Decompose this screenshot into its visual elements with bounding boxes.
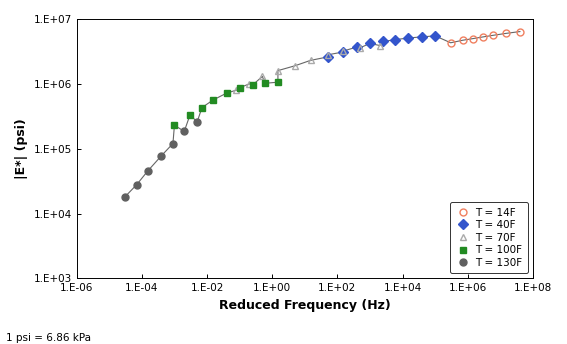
Legend: T = 14F, T = 40F, T = 70F, T = 100F, T = 130F: T = 14F, T = 40F, T = 70F, T = 100F, T =…	[450, 202, 528, 273]
T = 100F	[274, 80, 281, 84]
T = 130F	[181, 129, 188, 133]
T = 14F	[490, 33, 497, 37]
T = 40F	[324, 55, 331, 59]
T = 14F	[480, 35, 486, 39]
T = 130F	[133, 182, 140, 186]
T = 100F	[249, 83, 256, 87]
T = 14F	[459, 38, 466, 42]
T = 40F	[419, 35, 426, 39]
Line: T = 100F: T = 100F	[171, 79, 281, 129]
Line: T = 70F: T = 70F	[233, 42, 383, 94]
Line: T = 40F: T = 40F	[324, 32, 439, 61]
T = 70F	[246, 82, 253, 86]
T = 40F	[340, 50, 346, 54]
T = 100F	[171, 123, 178, 127]
T = 100F	[209, 98, 216, 102]
T = 130F	[144, 169, 151, 173]
T = 100F	[187, 113, 193, 117]
Line: T = 130F: T = 130F	[121, 118, 201, 201]
T = 14F	[502, 31, 509, 35]
T = 70F	[340, 49, 346, 53]
T = 100F	[198, 106, 205, 110]
T = 40F	[379, 40, 386, 44]
T = 130F	[194, 120, 201, 124]
T = 70F	[324, 53, 331, 57]
T = 130F	[158, 154, 165, 158]
Line: T = 14F: T = 14F	[447, 28, 523, 46]
X-axis label: Reduced Frequency (Hz): Reduced Frequency (Hz)	[219, 299, 391, 312]
T = 14F	[517, 30, 523, 34]
T = 70F	[233, 88, 240, 92]
T = 40F	[354, 45, 361, 49]
T = 40F	[431, 34, 438, 38]
T = 40F	[405, 36, 412, 40]
T = 130F	[121, 195, 128, 199]
T = 40F	[366, 41, 373, 45]
T = 14F	[447, 41, 454, 45]
T = 100F	[261, 81, 268, 85]
T = 70F	[357, 46, 363, 50]
Y-axis label: |E*| (psi): |E*| (psi)	[15, 118, 28, 179]
T = 40F	[392, 37, 399, 42]
T = 100F	[236, 86, 243, 90]
T = 70F	[291, 64, 298, 68]
T = 70F	[376, 43, 383, 47]
T = 70F	[274, 68, 281, 73]
T = 70F	[259, 74, 266, 78]
T = 14F	[470, 36, 477, 41]
T = 70F	[307, 58, 314, 63]
T = 100F	[223, 91, 230, 95]
T = 130F	[170, 141, 176, 146]
Text: 1 psi = 6.86 kPa: 1 psi = 6.86 kPa	[6, 333, 91, 343]
